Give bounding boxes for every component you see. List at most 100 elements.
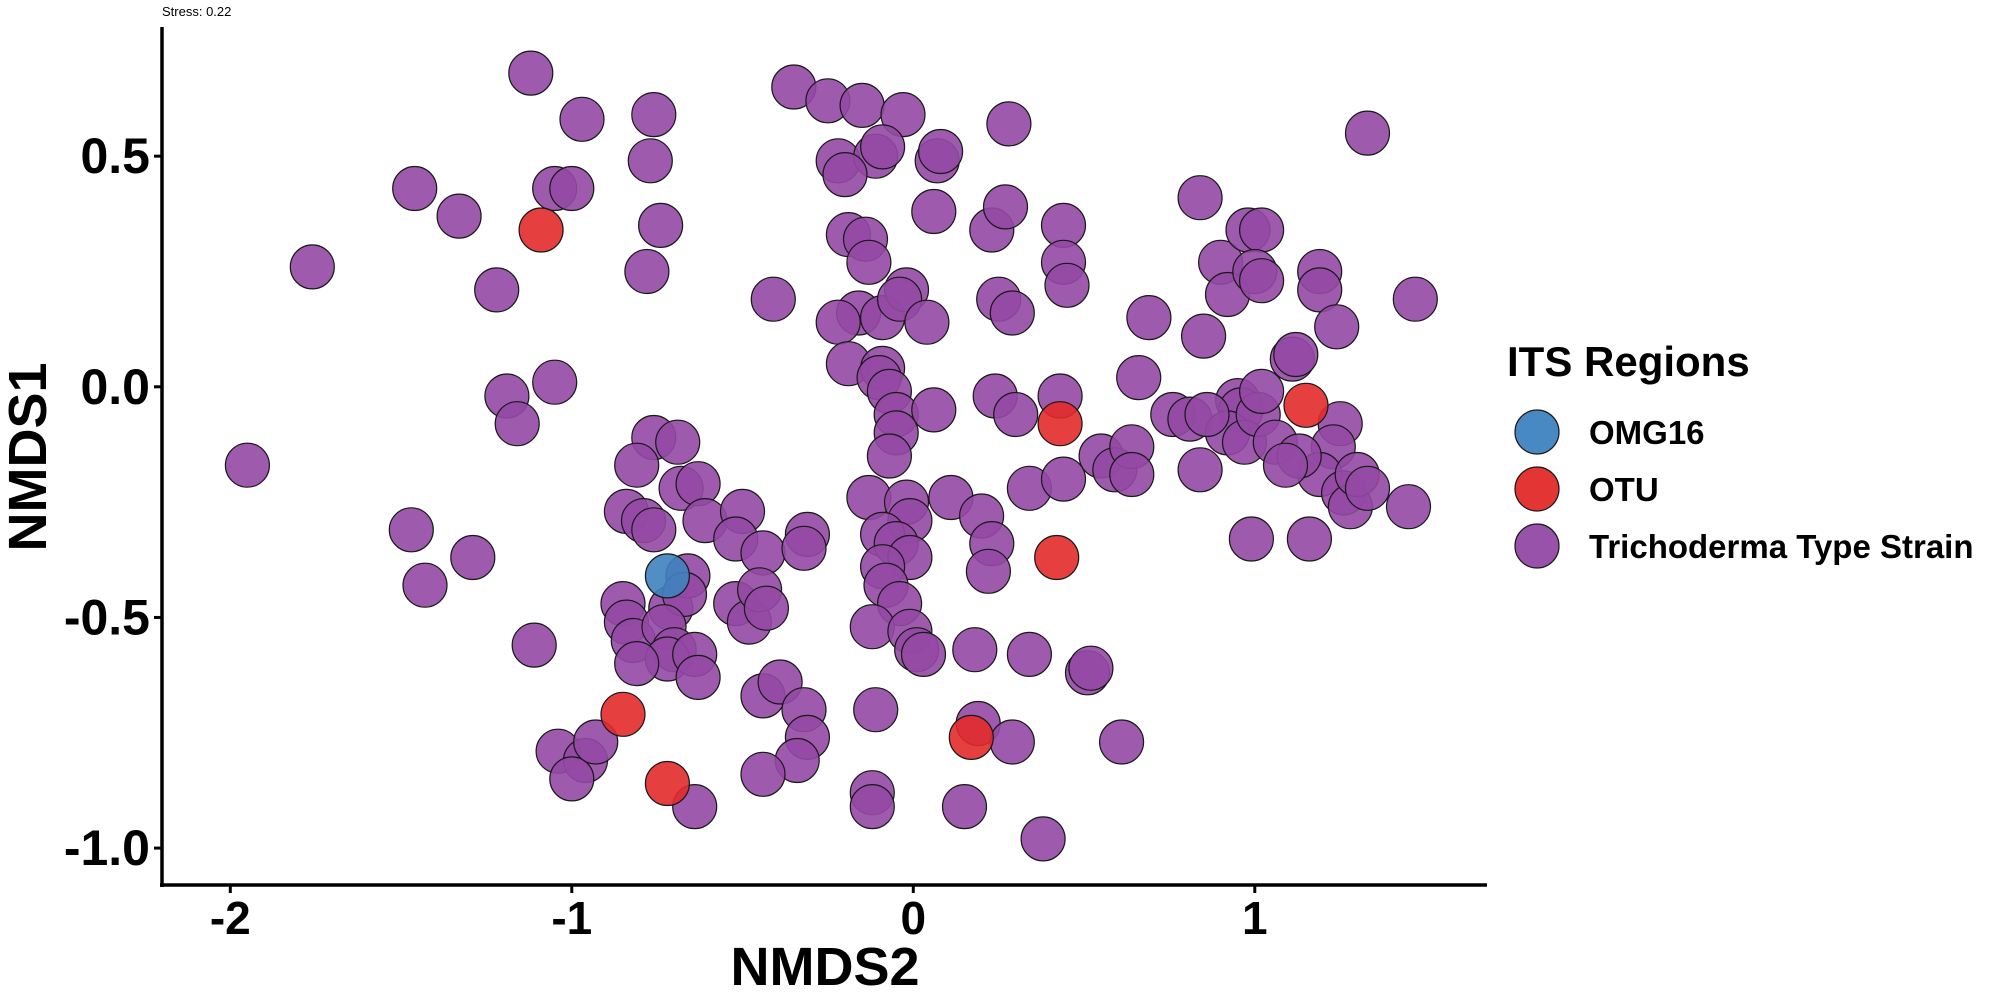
point-trichoderma-type-strain-128 bbox=[1006, 631, 1053, 678]
stress-label: Stress: 0.22 bbox=[162, 4, 231, 19]
point-trichoderma-type-strain-47 bbox=[614, 640, 660, 687]
x-tick-label-2: 0 bbox=[900, 892, 926, 944]
point-trichoderma-type-strain-70 bbox=[846, 239, 892, 285]
point-trichoderma-type-strain-51 bbox=[743, 585, 790, 631]
point-trichoderma-type-strain-31 bbox=[631, 507, 677, 553]
y-tick-label-1: 0.0 bbox=[80, 359, 150, 415]
point-trichoderma-type-strain-172 bbox=[1262, 442, 1309, 488]
point-trichoderma-type-strain-137 bbox=[1126, 295, 1172, 341]
point-trichoderma-type-strain-101 bbox=[849, 783, 895, 830]
point-trichoderma-type-strain-173 bbox=[1228, 516, 1275, 562]
point-trichoderma-type-strain-168 bbox=[1344, 110, 1391, 156]
point-trichoderma-type-strain-159 bbox=[1297, 267, 1343, 313]
point-trichoderma-type-strain-108 bbox=[911, 188, 957, 235]
point-trichoderma-type-strain-170 bbox=[1385, 484, 1432, 530]
point-trichoderma-type-strain-127 bbox=[952, 627, 998, 673]
point-otu-6 bbox=[948, 714, 994, 761]
point-trichoderma-type-strain-140 bbox=[1177, 175, 1223, 221]
point-otu-0 bbox=[518, 207, 564, 253]
point-otu-4 bbox=[600, 691, 646, 737]
point-trichoderma-type-strain-66 bbox=[822, 152, 868, 198]
point-trichoderma-type-strain-134 bbox=[1020, 816, 1066, 862]
x-tick-label-1: -1 bbox=[551, 892, 592, 944]
points-layer bbox=[224, 50, 1438, 862]
point-trichoderma-type-strain-95 bbox=[849, 604, 895, 650]
point-trichoderma-type-strain-99 bbox=[853, 687, 899, 733]
y-axis-title: NMDS1 bbox=[0, 362, 58, 551]
point-trichoderma-type-strain-11 bbox=[474, 267, 520, 313]
point-trichoderma-type-strain-65 bbox=[859, 124, 906, 170]
legend-marker-trichoderma-type-strain bbox=[1514, 523, 1560, 569]
point-trichoderma-type-strain-9 bbox=[289, 244, 335, 290]
point-trichoderma-type-strain-17 bbox=[402, 562, 448, 608]
point-trichoderma-type-strain-4 bbox=[392, 165, 438, 212]
point-otu-5 bbox=[644, 760, 691, 807]
point-trichoderma-type-strain-14 bbox=[494, 401, 540, 447]
x-tick-label-3: 1 bbox=[1242, 892, 1268, 944]
point-trichoderma-type-strain-57 bbox=[740, 751, 786, 797]
legend-title: ITS Regions bbox=[1507, 338, 1750, 385]
point-otu-1 bbox=[1037, 401, 1083, 447]
point-trichoderma-type-strain-169 bbox=[1392, 276, 1438, 322]
point-trichoderma-type-strain-22 bbox=[549, 756, 595, 802]
point-trichoderma-type-strain-1 bbox=[559, 96, 605, 142]
point-trichoderma-type-strain-135 bbox=[1098, 719, 1145, 765]
point-trichoderma-type-strain-46 bbox=[675, 654, 721, 701]
legend: ITS Regions OMG16 OTU Trichoderma Type Str… bbox=[1507, 338, 1974, 569]
point-trichoderma-type-strain-19 bbox=[511, 622, 557, 668]
point-trichoderma-type-strain-98 bbox=[900, 631, 947, 678]
point-trichoderma-type-strain-0 bbox=[508, 50, 554, 96]
point-trichoderma-type-strain-73 bbox=[815, 299, 861, 345]
point-trichoderma-type-strain-5 bbox=[436, 193, 482, 239]
point-trichoderma-type-strain-175 bbox=[1184, 391, 1230, 438]
point-trichoderma-type-strain-102 bbox=[911, 387, 957, 433]
y-tick-label-2: -0.5 bbox=[64, 589, 150, 645]
y-tick-label-0: 0.5 bbox=[80, 128, 150, 184]
legend-label-omg16: OMG16 bbox=[1589, 414, 1705, 451]
legend-label-otu: OTU bbox=[1589, 471, 1659, 508]
point-otu-3 bbox=[1034, 534, 1080, 581]
point-trichoderma-type-strain-7 bbox=[549, 165, 595, 212]
point-trichoderma-type-strain-3 bbox=[627, 138, 673, 184]
point-trichoderma-type-strain-18 bbox=[450, 534, 496, 581]
x-tick-label-0: -2 bbox=[210, 892, 251, 944]
point-trichoderma-type-strain-61 bbox=[839, 82, 885, 129]
point-trichoderma-type-strain-25 bbox=[614, 442, 660, 488]
point-trichoderma-type-strain-83 bbox=[866, 433, 913, 479]
x-ticks-layer: -2 -1 0 1 bbox=[210, 885, 1268, 944]
point-trichoderma-type-strain-136 bbox=[1116, 355, 1162, 401]
point-trichoderma-type-strain-62 bbox=[880, 91, 926, 138]
point-trichoderma-type-strain-141 bbox=[1180, 313, 1227, 359]
point-trichoderma-type-strain-76 bbox=[904, 299, 950, 345]
point-trichoderma-type-strain-106 bbox=[917, 128, 964, 175]
point-trichoderma-type-strain-154 bbox=[1238, 258, 1285, 304]
legend-marker-otu bbox=[1514, 466, 1560, 512]
point-trichoderma-type-strain-23 bbox=[573, 719, 619, 765]
x-axis-title: NMDS2 bbox=[730, 937, 919, 997]
point-trichoderma-type-strain-126 bbox=[1109, 451, 1155, 498]
point-trichoderma-type-strain-152 bbox=[1238, 207, 1285, 253]
y-tick-label-3: -1.0 bbox=[64, 820, 150, 876]
point-trichoderma-type-strain-160 bbox=[1314, 304, 1360, 350]
point-trichoderma-type-strain-122 bbox=[965, 548, 1012, 594]
point-trichoderma-type-strain-113 bbox=[1044, 262, 1090, 308]
point-trichoderma-type-strain-157 bbox=[1273, 331, 1319, 378]
point-trichoderma-type-strain-115 bbox=[989, 290, 1035, 336]
legend-label-trichoderma-type-strain: Trichoderma Type Strain bbox=[1589, 528, 1974, 565]
point-trichoderma-type-strain-167 bbox=[1344, 465, 1391, 511]
point-trichoderma-type-strain-2 bbox=[631, 91, 677, 138]
legend-marker-omg16 bbox=[1514, 409, 1560, 455]
point-trichoderma-type-strain-16 bbox=[388, 507, 434, 553]
point-trichoderma-type-strain-131 bbox=[941, 783, 988, 830]
point-trichoderma-type-strain-94 bbox=[781, 525, 827, 571]
point-otu-2 bbox=[1283, 382, 1329, 428]
point-trichoderma-type-strain-10 bbox=[624, 248, 670, 295]
point-trichoderma-type-strain-15 bbox=[224, 442, 270, 488]
point-trichoderma-type-strain-8 bbox=[637, 202, 684, 248]
point-omg16-0 bbox=[644, 553, 691, 599]
point-trichoderma-type-strain-130 bbox=[1068, 645, 1114, 691]
point-trichoderma-type-strain-120 bbox=[1040, 456, 1087, 502]
point-trichoderma-type-strain-133 bbox=[989, 719, 1035, 765]
point-trichoderma-type-strain-13 bbox=[532, 359, 578, 405]
